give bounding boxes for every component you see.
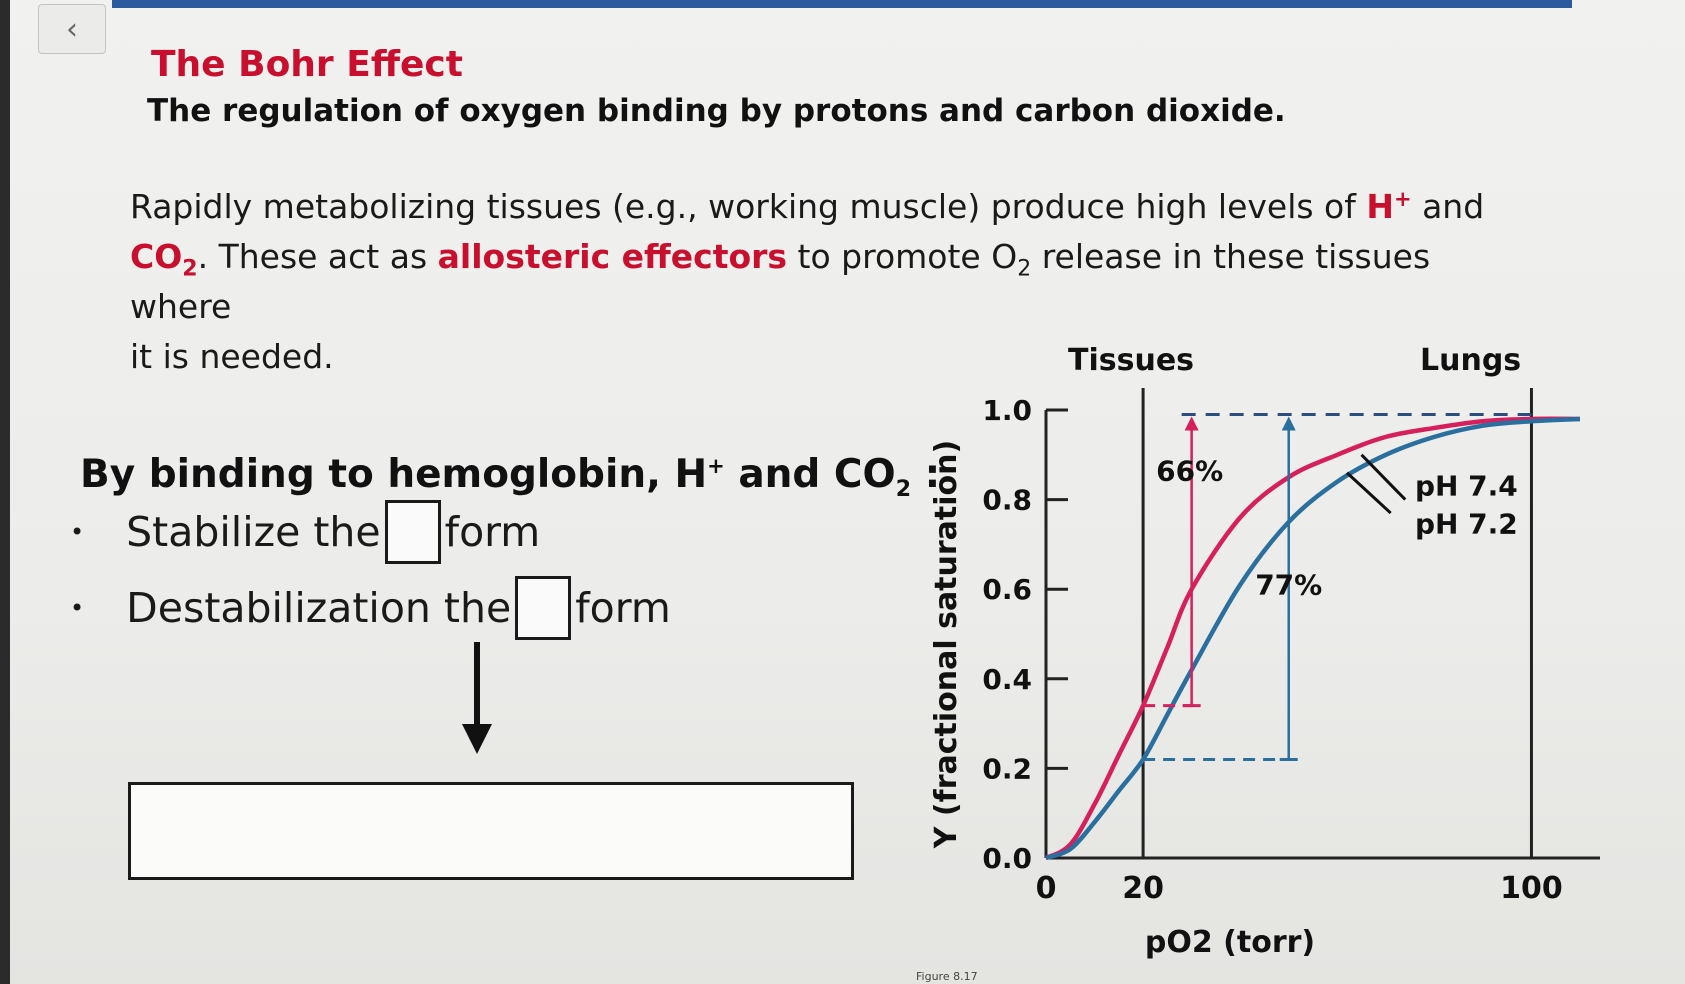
y-tick-label: 1.0 bbox=[982, 394, 1032, 427]
x-tick-label: 0 bbox=[1036, 871, 1057, 906]
oxygen-binding-chart: 1.0 0.8 0.6 0.4 0.2 0.00 20 100 66% 77% pH 7.4 pH 7… bbox=[929, 343, 1600, 960]
x-axis-label: pO2 (torr) bbox=[1145, 925, 1315, 960]
x-tick-label: 100 bbox=[1500, 871, 1563, 906]
blank-box-destabilize[interactable] bbox=[515, 576, 572, 640]
bullet-dot: • bbox=[70, 518, 85, 546]
x-tick-label: 20 bbox=[1122, 871, 1164, 906]
chevron-left-icon: ‹ bbox=[66, 11, 78, 47]
o2-subscript: 2 bbox=[1017, 256, 1032, 282]
bullet-1-text: Stabilize the bbox=[126, 508, 381, 556]
curve-ph-7-4 bbox=[1044, 416, 1581, 861]
window-edge bbox=[0, 0, 10, 984]
lungs-label: Lungs bbox=[1420, 343, 1521, 378]
bullet-dot: • bbox=[70, 594, 85, 622]
para-text-2: . These act as bbox=[197, 237, 438, 276]
annotation-label: 77% bbox=[1255, 568, 1322, 601]
down-arrow-icon bbox=[462, 642, 492, 754]
y-tick-label: 0.0 bbox=[982, 842, 1032, 875]
para-text-3: to promote O bbox=[787, 237, 1018, 276]
slide-subtitle: The regulation of oxygen binding by prot… bbox=[147, 93, 1286, 129]
legend-label: pH 7.4 bbox=[1415, 470, 1518, 503]
bullet-2-form: form bbox=[575, 584, 671, 632]
y-tick-label: 0.4 bbox=[982, 663, 1032, 696]
bullet-1-form: form bbox=[444, 508, 541, 556]
top-accent-bar bbox=[112, 0, 1572, 8]
para-text-4: release in these tissues where bbox=[130, 237, 1431, 326]
answer-box[interactable] bbox=[128, 782, 854, 880]
intro-paragraph: Rapidly metabolizing tissues (e.g., work… bbox=[130, 182, 1530, 382]
allosteric-effectors-label: allosteric effectors bbox=[437, 237, 788, 276]
blank-box-stabilize[interactable] bbox=[384, 500, 441, 564]
bullet-2-text: Destabilization the bbox=[126, 584, 512, 632]
co2-label: CO2 bbox=[130, 237, 198, 282]
y-tick-label: 0.2 bbox=[982, 752, 1032, 785]
binding-heading: By binding to hemoglobin, H+ and CO2 : bbox=[80, 452, 941, 502]
y-axis-label: Y (fractional saturation) bbox=[929, 440, 964, 849]
para-and: and bbox=[1411, 187, 1485, 226]
arrow-head-icon bbox=[1281, 416, 1296, 431]
bullet-destabilize: • Destabilization the form bbox=[70, 576, 671, 640]
y-tick-label: 0.8 bbox=[982, 484, 1032, 517]
bullet-stabilize: • Stabilize the form bbox=[70, 500, 540, 564]
annotation-label: 66% bbox=[1156, 454, 1223, 487]
legend-pointer bbox=[1360, 453, 1407, 501]
para-text-1: Rapidly metabolizing tissues (e.g., work… bbox=[130, 187, 1367, 226]
para-text-5: it is needed. bbox=[130, 337, 334, 376]
back-button[interactable]: ‹ bbox=[38, 4, 106, 54]
slide-title: The Bohr Effect bbox=[151, 44, 463, 85]
arrow-head-icon bbox=[1184, 416, 1199, 431]
curve-ph-7-2 bbox=[1045, 416, 1581, 861]
figure-caption: Figure 8.17 bbox=[916, 970, 978, 983]
legend-pointer bbox=[1345, 471, 1392, 515]
hplus-label: H+ bbox=[1366, 187, 1412, 226]
legend-label: pH 7.2 bbox=[1415, 508, 1518, 541]
y-tick-label: 0.6 bbox=[982, 573, 1032, 606]
tissues-label: Tissues bbox=[1068, 343, 1194, 378]
